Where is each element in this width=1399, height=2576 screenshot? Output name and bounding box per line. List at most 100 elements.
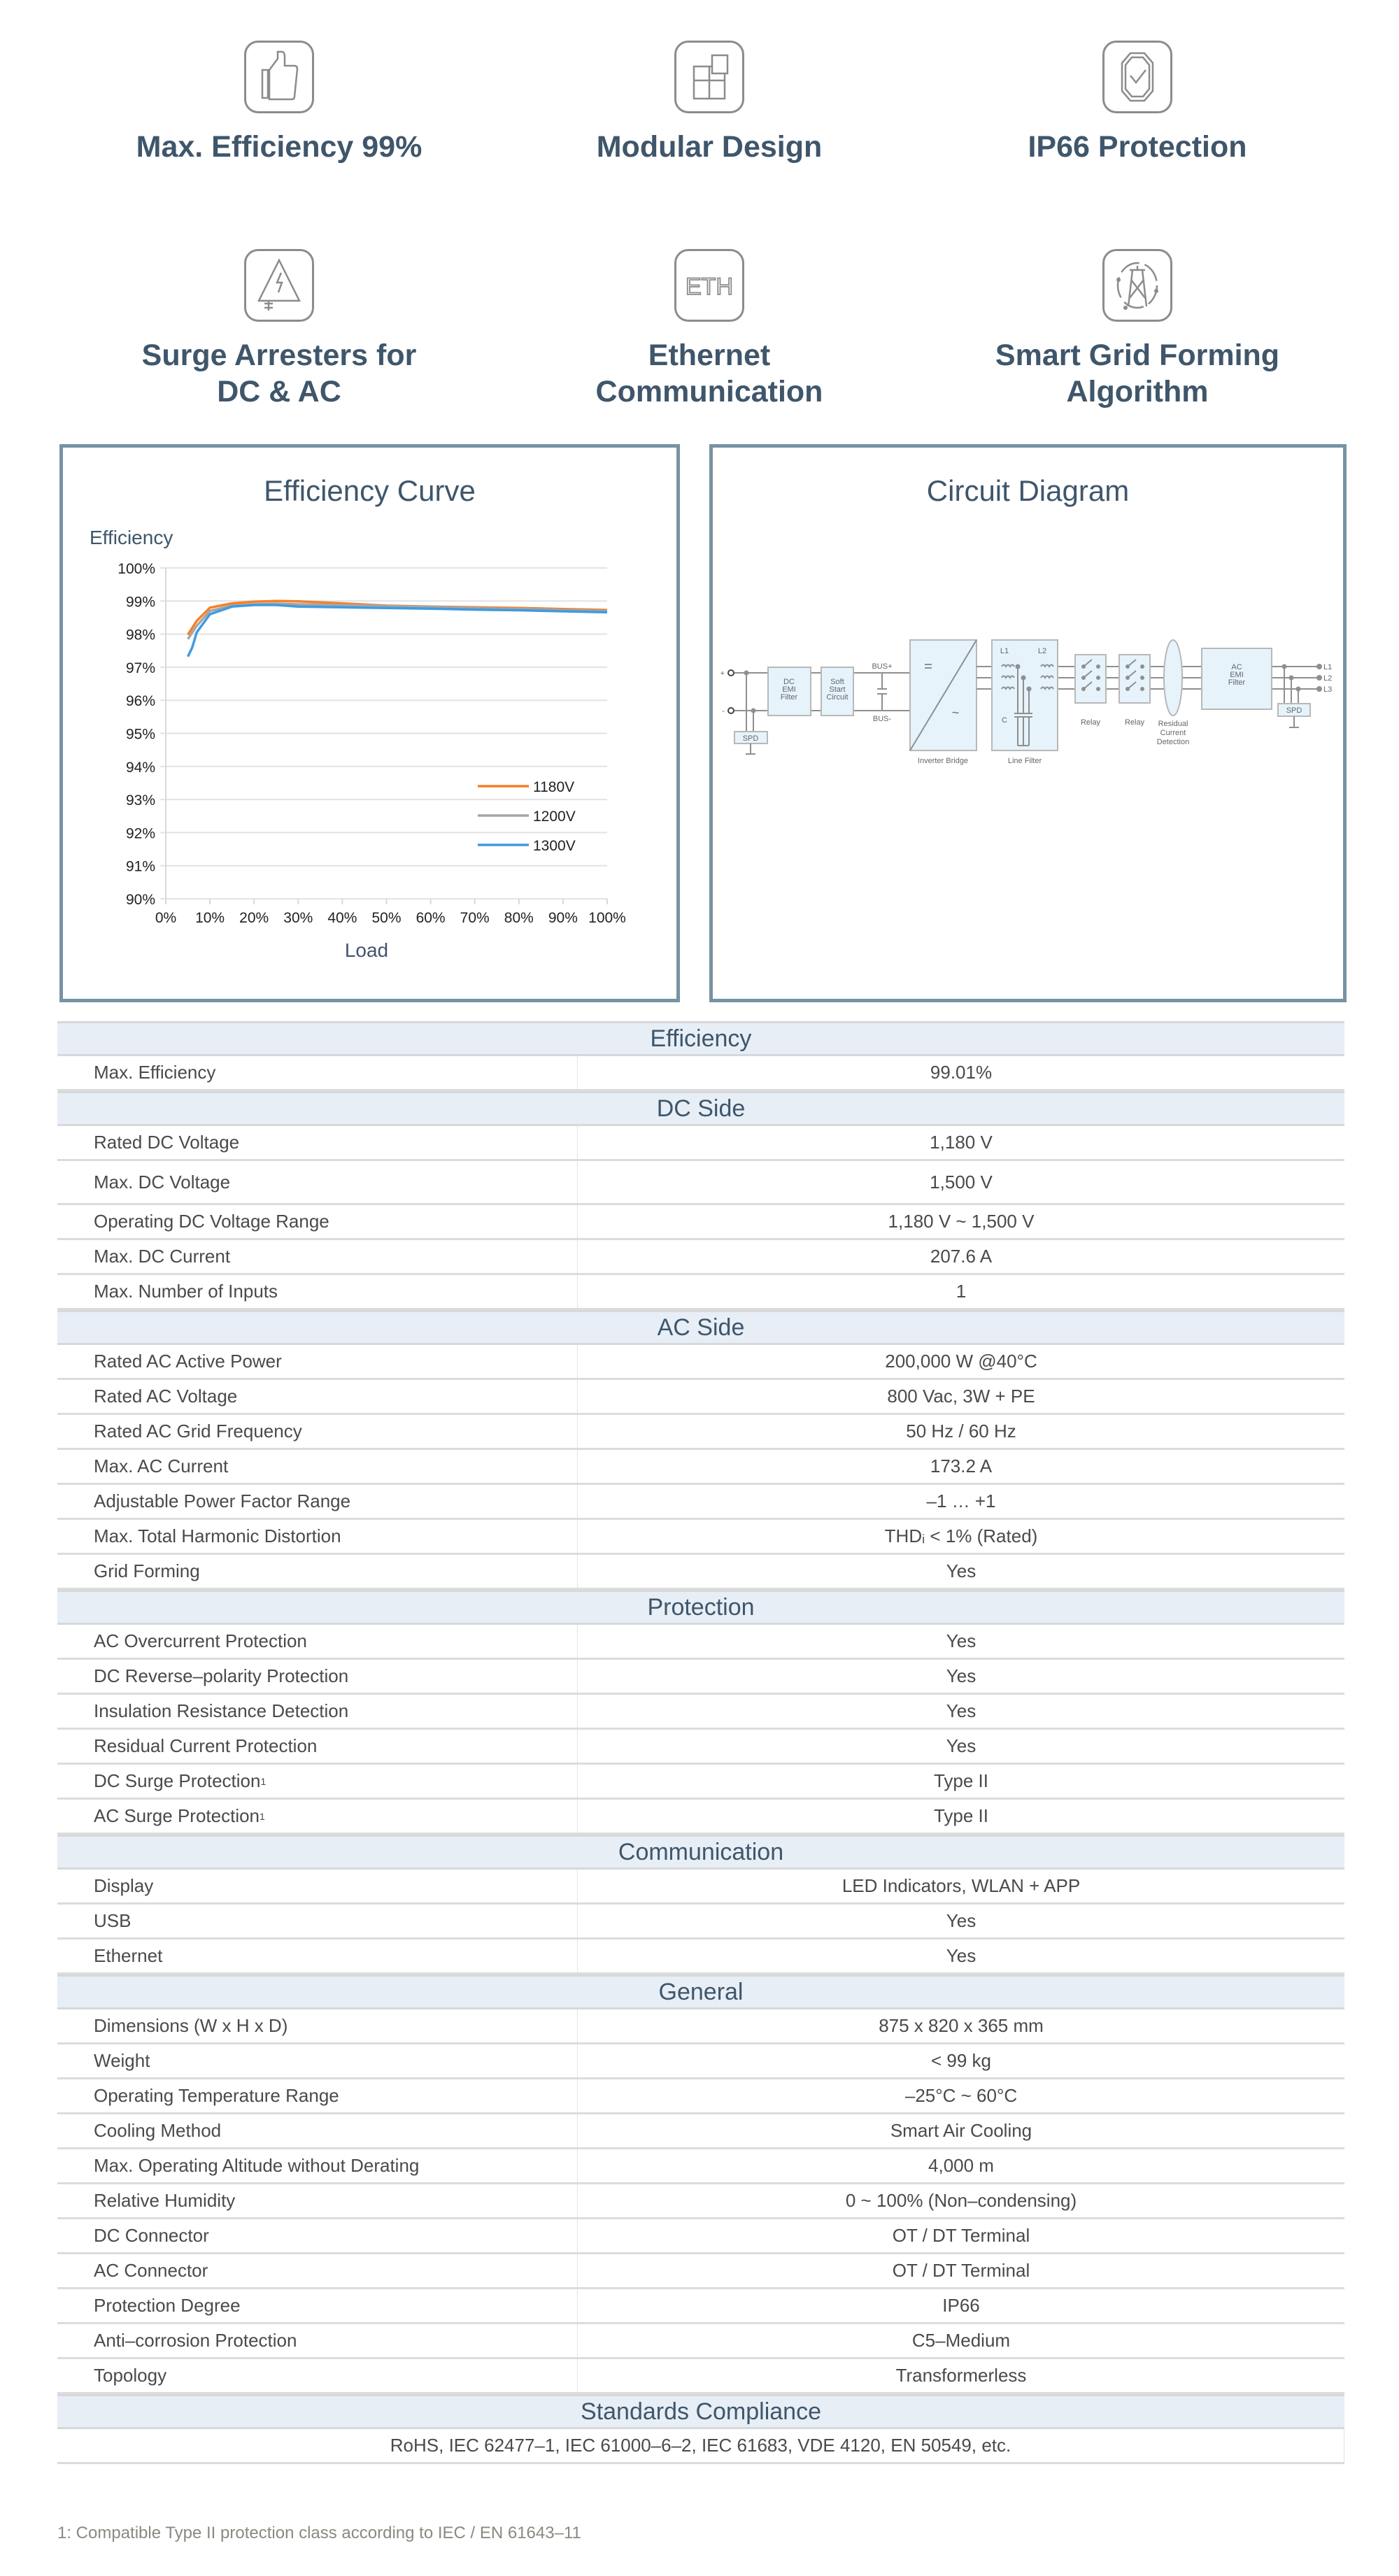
- row-label-text: Grid Forming: [94, 1560, 200, 1581]
- table-row: DC Connector OT / DT Terminal: [57, 2219, 1344, 2254]
- row-label: Adjustable Power Factor Range: [57, 1485, 578, 1518]
- row-label-text: Adjustable Power Factor Range: [94, 1490, 351, 1511]
- row-value: 1,180 V: [930, 1132, 993, 1153]
- row-label: Dimensions (W x H x D): [57, 2009, 578, 2042]
- row-label: Residual Current Protection: [57, 1730, 578, 1763]
- row-value: Yes: [946, 1945, 977, 1966]
- table-row: AC Overcurrent Protection Yes: [57, 1625, 1344, 1660]
- row-label-text: Max. Operating Altitude without Derating: [94, 2155, 420, 2176]
- row-label: AC Connector: [57, 2254, 578, 2287]
- row-label: Anti–corrosion Protection: [57, 2324, 578, 2357]
- table-row: Relative Humidity 0 ~ 100% (Non–condensin…: [57, 2184, 1344, 2219]
- table-row: Operating DC Voltage Range 1,180 V ~ 1,50…: [57, 1205, 1344, 1240]
- row-label-text: Max. Efficiency: [94, 1062, 216, 1083]
- row-value: 1,500 V: [930, 1171, 993, 1193]
- row-label-text: AC Surge Protection: [94, 1805, 260, 1826]
- thumbs-up-icon: [244, 41, 314, 113]
- row-value: Yes: [946, 1700, 977, 1721]
- table-row: Max. Operating Altitude without Derating…: [57, 2149, 1344, 2184]
- eth-icon: ETH: [674, 249, 744, 322]
- table-row: RoHS, IEC 62477–1, IEC 61000–6–2, IEC 61…: [57, 2429, 1344, 2464]
- row-value: Type II: [933, 1805, 989, 1826]
- row-label-text: Ethernet: [94, 1945, 163, 1966]
- row-label-text: Max. Number of Inputs: [94, 1281, 278, 1302]
- footnote-marker: 1: [260, 1775, 267, 1787]
- row-label-text: Weight: [94, 2050, 150, 2071]
- table-row: Display LED Indicators, WLAN + APP: [57, 1870, 1344, 1905]
- table-row: Adjustable Power Factor Range –1 … +1: [57, 1485, 1344, 1520]
- section-header-communication: Communication: [57, 1835, 1344, 1870]
- footnote: 1: Compatible Type II protection class a…: [57, 2524, 581, 2542]
- row-value: Type II: [933, 1770, 989, 1791]
- row-label-text: DC Connector: [94, 2225, 209, 2246]
- table-row: Protection Degree IP66: [57, 2289, 1344, 2324]
- section-header-dc-side: DC Side: [57, 1091, 1344, 1126]
- row-label: Relative Humidity: [57, 2184, 578, 2217]
- row-value: 99.01%: [930, 1062, 993, 1083]
- row-value: C5–Medium: [911, 2330, 1011, 2351]
- row-label-text: DC Reverse–polarity Protection: [94, 1665, 349, 1686]
- row-value: OT / DT Terminal: [892, 2260, 1030, 2281]
- row-value: 50 Hz / 60 Hz: [906, 1421, 1016, 1442]
- table-row: Grid Forming Yes: [57, 1555, 1344, 1590]
- feature-title-line: Communication: [595, 375, 823, 408]
- row-label: Rated AC Grid Frequency: [57, 1415, 578, 1448]
- row-label: Cooling Method: [57, 2114, 578, 2147]
- row-value: 4,000 m: [928, 2155, 994, 2176]
- row-value: Yes: [946, 1735, 977, 1756]
- row-label: DC Reverse–polarity Protection: [57, 1660, 578, 1693]
- row-label-text: Operating DC Voltage Range: [94, 1211, 329, 1232]
- section-header-ac-side: AC Side: [57, 1310, 1344, 1345]
- table-row: Insulation Resistance Detection Yes: [57, 1695, 1344, 1730]
- row-label: Weight: [57, 2044, 578, 2077]
- feature-title: IP66 Protection: [1028, 130, 1247, 164]
- row-value: 207.6 A: [930, 1246, 993, 1267]
- table-row: Rated AC Voltage 800 Vac, 3W + PE: [57, 1380, 1344, 1415]
- table-row: Rated AC Active Power 200,000 W @40°C: [57, 1345, 1344, 1380]
- row-value: 1: [956, 1281, 967, 1302]
- circuit-diagram-panel: Circuit Diagram: [709, 444, 1347, 1002]
- row-label-text: Rated DC Voltage: [94, 1132, 240, 1153]
- shield-check-icon: [1102, 41, 1172, 113]
- section-header-efficiency: Efficiency: [57, 1021, 1344, 1056]
- row-value: 173.2 A: [930, 1456, 993, 1476]
- feature-title: Ethernet Communication: [513, 337, 905, 410]
- table-row: Weight < 99 kg: [57, 2044, 1344, 2079]
- row-label: Rated AC Active Power: [57, 1345, 578, 1378]
- row-value: Yes: [946, 1665, 977, 1686]
- row-label-text: Topology: [94, 2365, 167, 2386]
- row-value: THDᵢ < 1% (Rated): [884, 1525, 1038, 1546]
- row-label-text: AC Connector: [94, 2260, 208, 2281]
- feature-title: Surge Arresters for DC & AC: [83, 337, 475, 410]
- feature-title-line: Algorithm: [1066, 375, 1209, 408]
- section-header-protection: Protection: [57, 1590, 1344, 1625]
- table-row: Max. Efficiency 99.01%: [57, 1056, 1344, 1091]
- feature-grid-forming: Smart Grid Forming Algorithm: [942, 249, 1333, 410]
- feature-ip66: IP66 Protection: [942, 41, 1333, 165]
- row-label-text: USB: [94, 1910, 132, 1931]
- row-label: Max. Total Harmonic Distortion: [57, 1520, 578, 1553]
- row-value: RoHS, IEC 62477–1, IEC 61000–6–2, IEC 61…: [57, 2429, 1344, 2462]
- row-label: Protection Degree: [57, 2289, 578, 2322]
- row-label-text: Max. DC Voltage: [94, 1171, 231, 1193]
- table-row: Ethernet Yes: [57, 1940, 1344, 1974]
- table-row: AC Surge Protection 1 Type II: [57, 1800, 1344, 1835]
- row-label-text: Operating Temperature Range: [94, 2085, 339, 2106]
- row-value: –25°C ~ 60°C: [904, 2085, 1018, 2106]
- feature-efficiency: Max. Efficiency 99%: [83, 41, 475, 165]
- svg-text:ETH: ETH: [686, 273, 733, 300]
- row-label: Rated DC Voltage: [57, 1126, 578, 1159]
- row-label-text: Max. DC Current: [94, 1246, 231, 1267]
- row-value: 1,180 V ~ 1,500 V: [888, 1211, 1035, 1232]
- feature-modular: Modular Design: [513, 41, 905, 165]
- row-label: AC Surge Protection 1: [57, 1800, 578, 1833]
- table-row: Anti–corrosion Protection C5–Medium: [57, 2324, 1344, 2359]
- row-label-text: Max. AC Current: [94, 1456, 229, 1476]
- row-label: Operating DC Voltage Range: [57, 1205, 578, 1238]
- row-label: Operating Temperature Range: [57, 2079, 578, 2112]
- table-row: Max. Total Harmonic Distortion THDᵢ < 1% …: [57, 1520, 1344, 1555]
- row-label: USB: [57, 1905, 578, 1937]
- row-label-text: Protection Degree: [94, 2295, 241, 2316]
- feature-title-line: Surge Arresters for: [141, 339, 417, 372]
- footnote-marker: 1: [260, 1810, 265, 1822]
